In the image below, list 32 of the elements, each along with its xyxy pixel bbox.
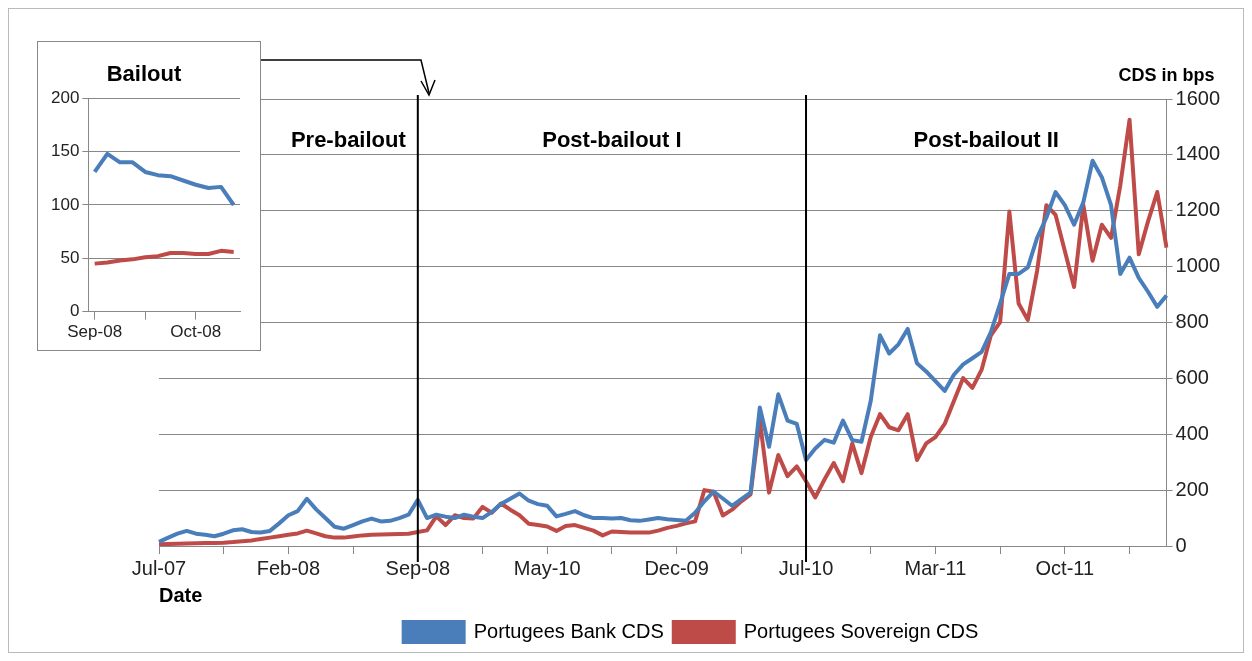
y-tick-label: 100	[50, 194, 80, 214]
x-tick-label: Sep-08	[67, 322, 123, 342]
annotation: Post-bailout I	[542, 127, 682, 153]
y-tick-label: 400	[1175, 421, 1209, 444]
x-tick-label: Sep-08	[385, 556, 451, 579]
x-tick-label: May-10	[513, 556, 581, 579]
y-tick-label: 150	[50, 141, 80, 161]
x-axis-title: Date	[159, 583, 203, 606]
x-tick-label: Jul-10	[778, 556, 834, 579]
x-tick-label: Dec-09	[644, 556, 709, 579]
legend-label: Portugees Sovereign CDS	[743, 619, 979, 642]
y-tick-label: 1600	[1175, 86, 1221, 109]
x-tick-label: Feb-08	[256, 556, 321, 579]
y-tick-label: 600	[1175, 365, 1209, 388]
legend-label: Portugees Bank CDS	[473, 619, 664, 642]
y-tick-label: 0	[69, 301, 80, 321]
y-tick-label: 200	[50, 88, 80, 108]
y-tick-label: 50	[60, 247, 80, 267]
y-axis-title: CDS in bps	[1118, 64, 1215, 85]
annotation: Post-bailout II	[913, 127, 1059, 153]
y-tick-label: 1000	[1175, 254, 1221, 277]
annotation: Pre-bailout	[290, 127, 407, 153]
x-tick-label: Mar-11	[904, 556, 967, 579]
y-tick-label: 800	[1175, 310, 1209, 333]
x-tick-label: Oct-08	[170, 322, 222, 342]
x-tick-label: Jul-07	[131, 556, 187, 579]
x-tick-label: Oct-11	[1035, 556, 1095, 579]
chart-title: Bailout	[106, 61, 182, 87]
y-tick-label: 1400	[1175, 142, 1221, 165]
y-tick-label: 1200	[1175, 198, 1221, 221]
y-tick-label: 200	[1175, 477, 1209, 500]
y-tick-label: 0	[1175, 533, 1187, 556]
